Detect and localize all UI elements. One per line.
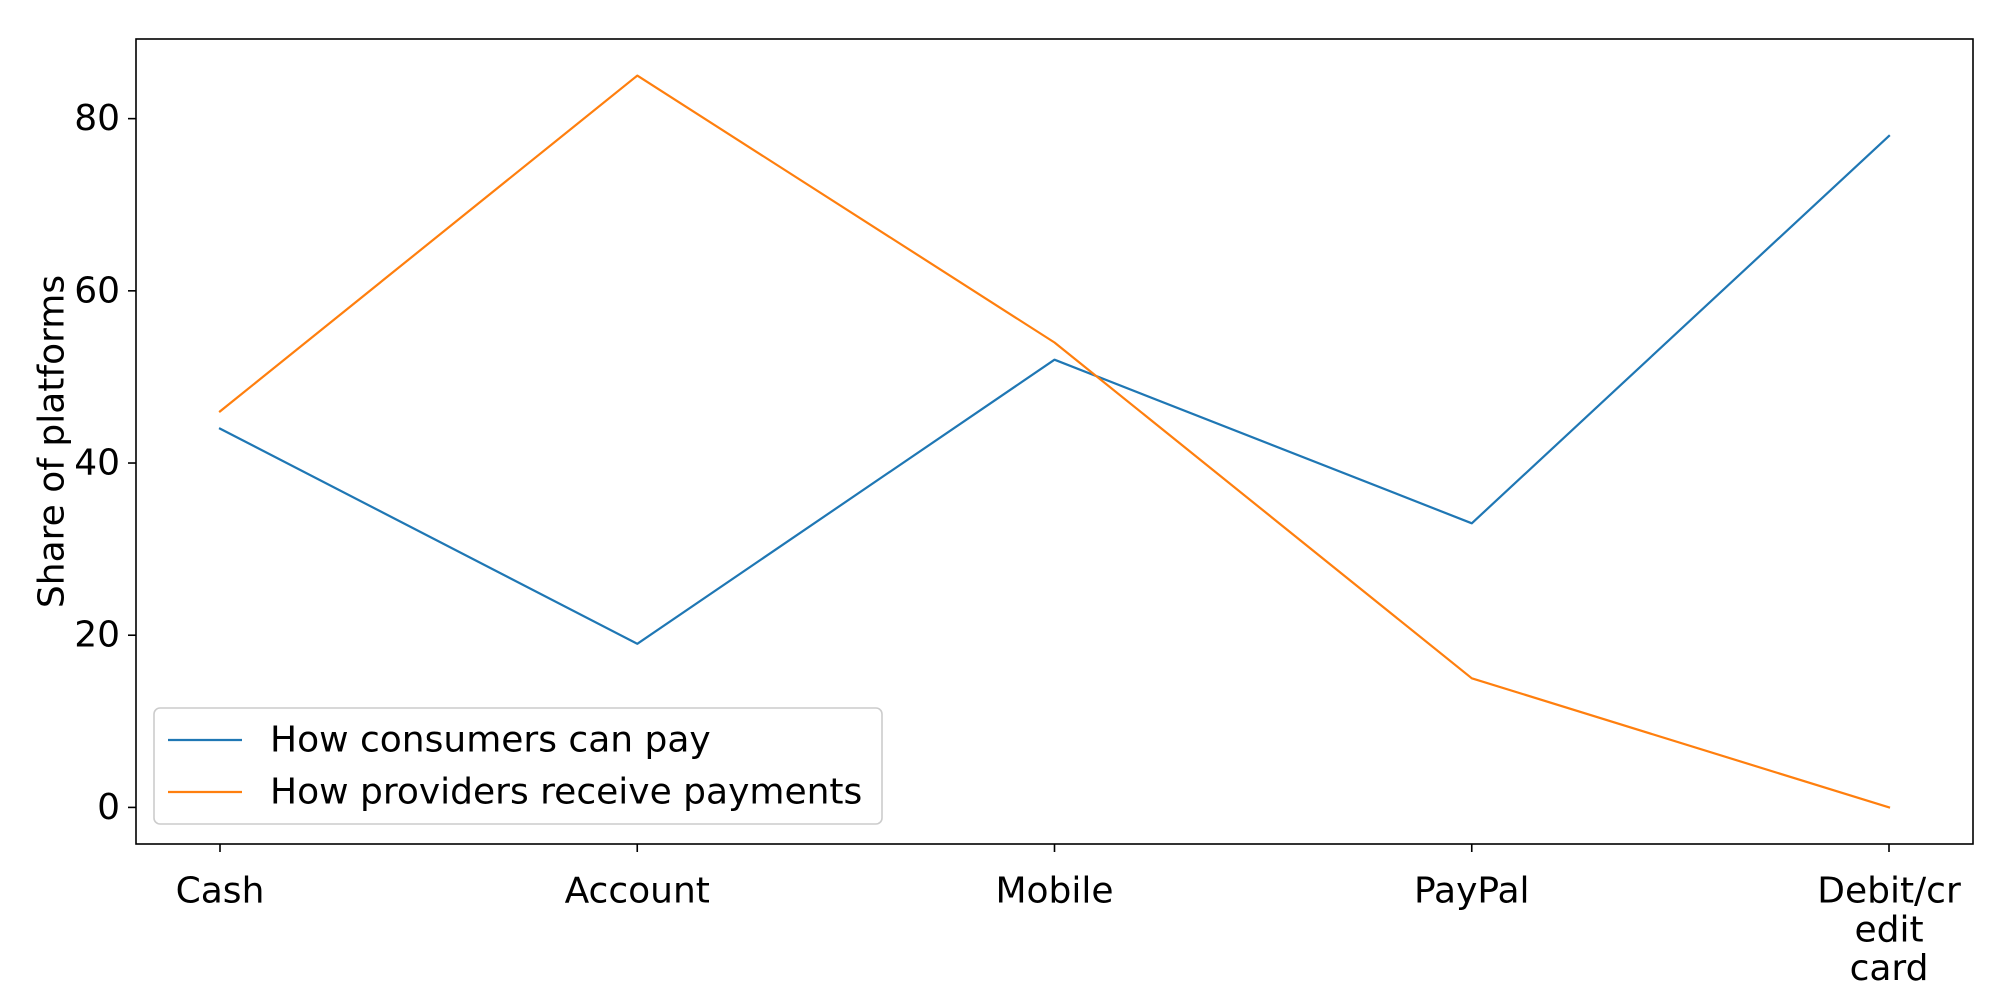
- y-tick-label: 60: [74, 270, 120, 311]
- y-tick-label: 20: [74, 615, 120, 656]
- y-axis: 0 20 40 60 80: [74, 98, 136, 828]
- x-tick-label: Account: [565, 870, 710, 911]
- y-tick-label: 40: [74, 443, 120, 484]
- x-tick-label: Debit/cr edit card: [1817, 870, 1961, 989]
- x-tick-label: Cash: [176, 870, 265, 911]
- x-axis: Cash Account Mobile PayPal Debit/cr edit card: [176, 844, 1961, 989]
- y-tick-label: 80: [74, 98, 120, 139]
- y-axis-label: Share of platforms: [32, 275, 73, 608]
- series-line-2: [218, 74, 1891, 809]
- series-lines: [218, 74, 1891, 809]
- legend: How consumers can pay How providers recei…: [153, 707, 883, 825]
- y-tick-label: 0: [97, 787, 120, 828]
- x-tick-label: PayPal: [1414, 870, 1530, 911]
- legend-label-2: How providers receive payments: [270, 772, 862, 813]
- series-line-1: [218, 134, 1891, 645]
- x-tick-label: Mobile: [995, 870, 1113, 911]
- legend-box: [153, 707, 883, 825]
- legend-label-1: How consumers can pay: [270, 720, 711, 761]
